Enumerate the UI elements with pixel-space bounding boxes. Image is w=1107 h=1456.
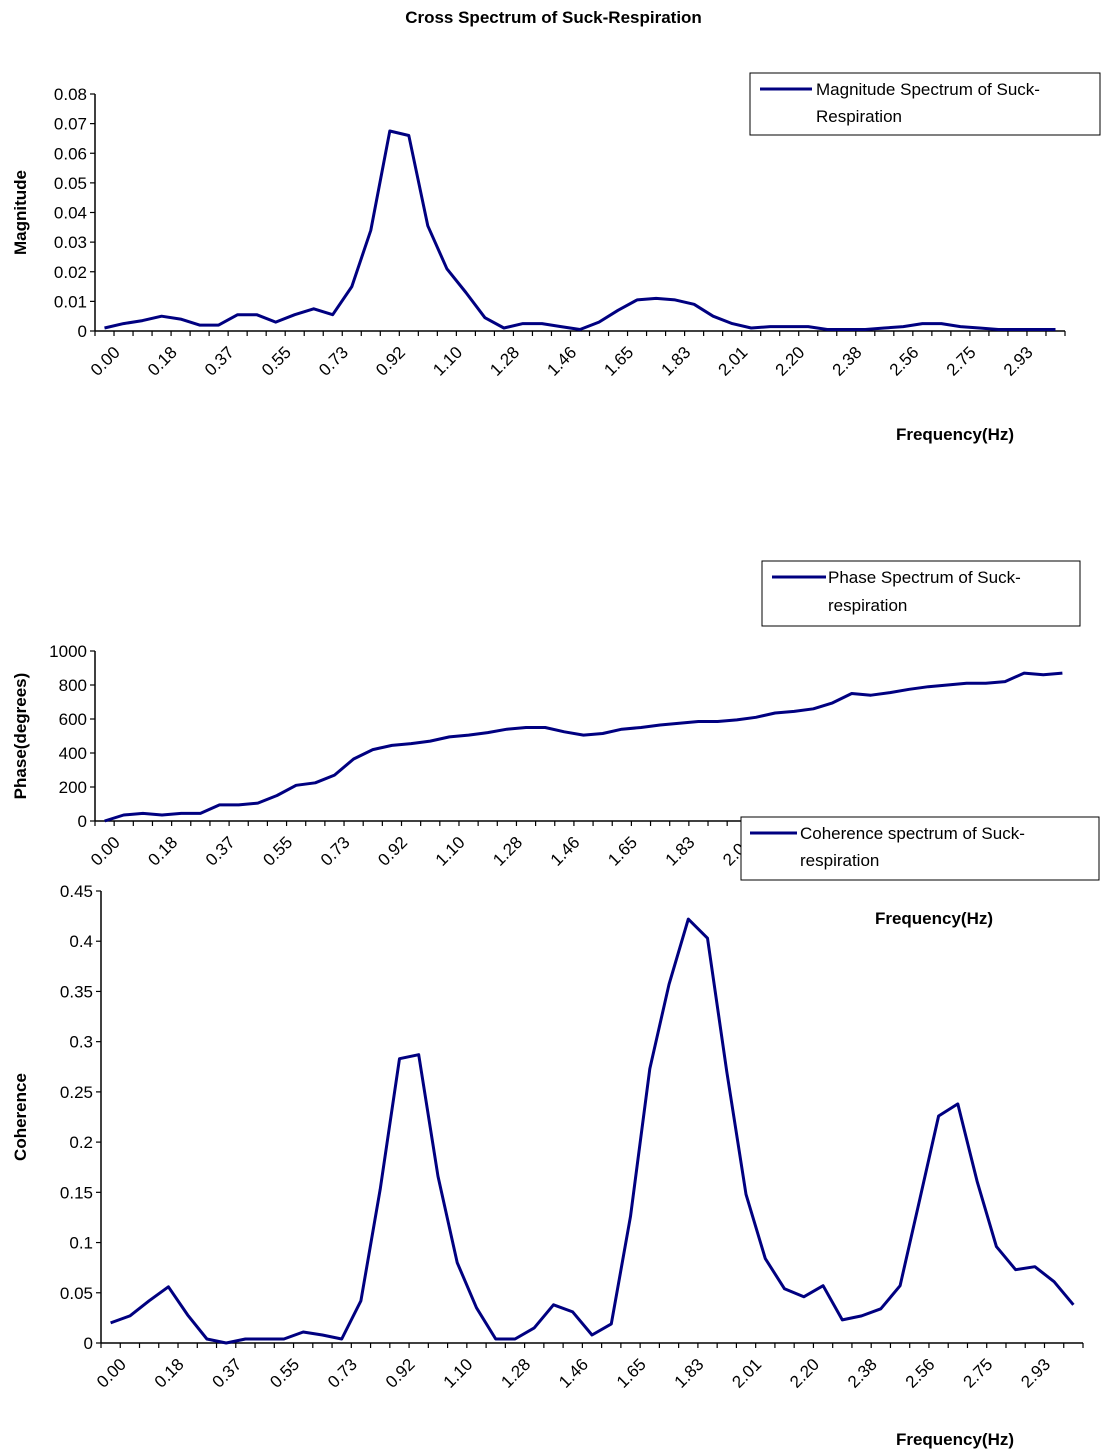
legend-label-continued: respiration xyxy=(828,596,907,615)
x-tick-label: 2.01 xyxy=(728,1355,765,1392)
x-axis-title: Frequency(Hz) xyxy=(896,1430,1014,1449)
legend-label-continued: Respiration xyxy=(816,107,902,126)
x-tick-label: 0.92 xyxy=(382,1355,419,1392)
y-tick-label: 0.1 xyxy=(69,1234,93,1253)
y-tick-label: 0.45 xyxy=(60,882,93,901)
y-tick-label: 0.25 xyxy=(60,1083,93,1102)
y-tick-label: 0.4 xyxy=(69,932,93,951)
x-tick-label: 2.75 xyxy=(960,1355,997,1392)
y-axis-title: Coherence xyxy=(11,1073,30,1161)
x-axis-title: Frequency(Hz) xyxy=(896,425,1014,444)
legend-box xyxy=(740,816,1100,881)
y-tick-label: 0.3 xyxy=(69,1033,93,1052)
y-tick-label: 0 xyxy=(84,1334,93,1353)
y-tick-label: 800 xyxy=(59,676,87,695)
x-tick-label: 1.65 xyxy=(613,1355,650,1392)
legend-box xyxy=(749,72,1101,136)
series-line xyxy=(110,917,1075,1345)
y-tick-label: 0.07 xyxy=(54,115,87,134)
x-tick-label: 2.20 xyxy=(786,1355,823,1392)
y-tick-label: 0.03 xyxy=(54,233,87,252)
y-tick-label: 0 xyxy=(78,812,87,831)
series-line xyxy=(104,671,1063,823)
x-tick-label: 0.73 xyxy=(324,1355,361,1392)
legend-label: Coherence spectrum of Suck- xyxy=(800,824,1025,843)
y-tick-label: 0 xyxy=(78,322,87,341)
legend-label: Magnitude Spectrum of Suck- xyxy=(816,80,1040,99)
y-tick-label: 1000 xyxy=(49,642,87,661)
y-axis-title: Magnitude xyxy=(11,170,30,255)
x-tick-label: 2.38 xyxy=(844,1355,881,1392)
x-tick-label: 0.55 xyxy=(266,1355,303,1392)
magnitude-chart: 00.010.020.030.040.050.060.070.080.00 0.1… xyxy=(11,72,1101,444)
x-tick-label: 1.46 xyxy=(555,1355,592,1392)
y-tick-label: 0.35 xyxy=(60,982,93,1001)
y-tick-label: 600 xyxy=(59,710,87,729)
y-tick-label: 0.15 xyxy=(60,1183,93,1202)
x-tick-label: 2.56 xyxy=(902,1355,939,1392)
x-tick-label: 2.93 xyxy=(1017,1355,1054,1392)
y-axis-title: Phase(degrees) xyxy=(11,673,30,800)
y-tick-label: 0.05 xyxy=(60,1284,93,1303)
y-tick-label: 0.01 xyxy=(54,292,87,311)
x-tick-label: 1.10 xyxy=(440,1355,477,1392)
x-axis-title: Frequency(Hz) xyxy=(875,909,993,928)
x-tick-label: 1.83 xyxy=(671,1355,708,1392)
legend-box xyxy=(761,560,1081,627)
x-tick-label: 0.37 xyxy=(209,1355,246,1392)
chart-title: Cross Spectrum of Suck-Respiration xyxy=(405,8,702,27)
x-tick-label: 0.18 xyxy=(151,1355,188,1392)
series-line xyxy=(104,129,1056,331)
y-tick-label: 0.2 xyxy=(69,1133,93,1152)
legend-label-continued: respiration xyxy=(800,851,879,870)
y-tick-label: 0.02 xyxy=(54,263,87,282)
y-tick-label: 0.05 xyxy=(54,174,87,193)
y-tick-label: 0.08 xyxy=(54,85,87,104)
y-tick-label: 0.04 xyxy=(54,204,87,223)
y-tick-label: 0.06 xyxy=(54,144,87,163)
y-tick-label: 200 xyxy=(59,778,87,797)
x-tick-label: 0.00 xyxy=(93,1355,130,1392)
y-tick-label: 400 xyxy=(59,744,87,763)
legend-label: Phase Spectrum of Suck- xyxy=(828,568,1021,587)
x-tick-label: 1.28 xyxy=(497,1355,534,1392)
